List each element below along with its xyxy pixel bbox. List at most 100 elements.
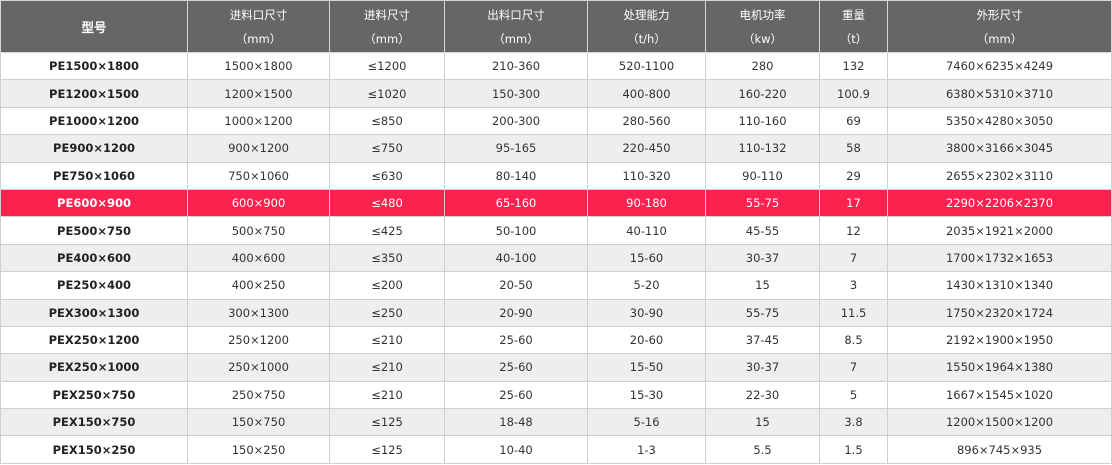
cell-feed-opening: 150×250	[187, 435, 330, 464]
cell-feed-size: ≤630	[329, 161, 445, 190]
cell-weight: 3	[819, 271, 888, 300]
cell-capacity: 1-3	[587, 435, 706, 464]
cell-capacity: 5-16	[587, 408, 706, 437]
cell-capacity: 40-110	[587, 216, 706, 245]
cell-capacity: 400-800	[587, 79, 706, 108]
cell-feed-opening: 600×900	[187, 188, 330, 218]
cell-capacity: 220-450	[587, 134, 706, 163]
cell-motor-power: 22-30	[705, 380, 820, 410]
cell-feed-size: ≤1020	[329, 79, 445, 108]
cell-dimensions: 1750×2320×1724	[887, 298, 1112, 327]
header-title: 外形尺寸	[976, 7, 1023, 22]
cell-dimensions: 7460×6235×4249	[887, 51, 1112, 81]
cell-dimensions: 2035×1921×2000	[887, 216, 1112, 245]
cell-discharge-opening: 25-60	[444, 353, 588, 382]
cell-weight: 8.5	[819, 325, 888, 355]
cell-feed-size: ≤125	[329, 408, 445, 437]
cell-discharge-opening: 65-160	[444, 188, 588, 218]
cell-model: PE1200×1500	[0, 79, 188, 108]
cell-motor-power: 15	[705, 271, 820, 300]
cell-feed-size: ≤210	[329, 325, 445, 355]
cell-feed-opening: 300×1300	[187, 298, 330, 327]
table-row: PE900×1200 900×1200 ≤750 95-165 220-450 110-1…	[0, 134, 1112, 163]
cell-capacity: 520-1100	[587, 51, 706, 81]
cell-capacity: 30-90	[587, 298, 706, 327]
cell-weight: 29	[819, 161, 888, 190]
cell-motor-power: 110-132	[705, 134, 820, 163]
cell-feed-opening: 250×1000	[187, 353, 330, 382]
header-unit: （t/h）	[627, 31, 666, 46]
cell-weight: 17	[819, 188, 888, 218]
cell-dimensions: 1200×1500×1200	[887, 408, 1112, 437]
cell-weight: 7	[819, 243, 888, 273]
header-title: 型号	[81, 20, 107, 35]
cell-dimensions: 1550×1964×1380	[887, 353, 1112, 382]
cell-model: PE500×750	[0, 216, 188, 245]
cell-capacity: 20-60	[587, 325, 706, 355]
cell-model: PEX250×1200	[0, 325, 188, 355]
cell-feed-size: ≤425	[329, 216, 445, 245]
cell-weight: 58	[819, 134, 888, 163]
header-title: 出料口尺寸	[487, 7, 545, 22]
cell-model: PE1000×1200	[0, 106, 188, 136]
cell-dimensions: 1700×1732×1653	[887, 243, 1112, 273]
header-model: 型号	[0, 0, 188, 53]
cell-capacity: 15-50	[587, 353, 706, 382]
cell-model: PE250×400	[0, 271, 188, 300]
table-row: PE1200×1500 1200×1500 ≤1020 150-300 400-800 1…	[0, 79, 1112, 108]
cell-weight: 69	[819, 106, 888, 136]
cell-discharge-opening: 25-60	[444, 325, 588, 355]
cell-capacity: 5-20	[587, 271, 706, 300]
table-row: PE750×1060 750×1060 ≤630 80-140 110-320 90-11…	[0, 161, 1112, 190]
cell-discharge-opening: 20-90	[444, 298, 588, 327]
header-discharge-opening: 出料口尺寸 （mm）	[444, 0, 588, 53]
table-row: PEX250×1000 250×1000 ≤210 25-60 15-50 30-37 7 1…	[0, 353, 1112, 382]
table-row: PE600×900 600×900 ≤480 65-160 90-180 55-75 17 2…	[0, 188, 1112, 218]
cell-feed-size: ≤125	[329, 435, 445, 464]
cell-dimensions: 896×745×935	[887, 435, 1112, 464]
cell-motor-power: 15	[705, 408, 820, 437]
header-title: 电机功率	[739, 7, 786, 22]
header-unit: （mm）	[976, 31, 1023, 46]
cell-feed-size: ≤750	[329, 134, 445, 163]
cell-model: PEX150×250	[0, 435, 188, 464]
cell-feed-opening: 250×750	[187, 380, 330, 410]
cell-model: PE400×600	[0, 243, 188, 273]
cell-discharge-opening: 210-360	[444, 51, 588, 81]
cell-feed-opening: 1000×1200	[187, 106, 330, 136]
cell-weight: 7	[819, 353, 888, 382]
table-row: PEX250×750 250×750 ≤210 25-60 15-30 22-30 5 166…	[0, 380, 1112, 410]
cell-dimensions: 1430×1310×1340	[887, 271, 1112, 300]
header-unit: （mm）	[364, 31, 410, 46]
cell-feed-opening: 750×1060	[187, 161, 330, 190]
cell-weight: 11.5	[819, 298, 888, 327]
cell-capacity: 110-320	[587, 161, 706, 190]
cell-capacity: 90-180	[587, 188, 706, 218]
cell-motor-power: 110-160	[705, 106, 820, 136]
cell-motor-power: 5.5	[705, 435, 820, 464]
cell-discharge-opening: 95-165	[444, 134, 588, 163]
cell-motor-power: 30-37	[705, 243, 820, 273]
header-title: 处理能力	[623, 7, 670, 22]
cell-model: PE600×900	[0, 188, 188, 218]
cell-feed-size: ≤210	[329, 380, 445, 410]
cell-dimensions: 1667×1545×1020	[887, 380, 1112, 410]
cell-motor-power: 55-75	[705, 298, 820, 327]
cell-model: PEX250×750	[0, 380, 188, 410]
cell-discharge-opening: 25-60	[444, 380, 588, 410]
cell-weight: 12	[819, 216, 888, 245]
cell-discharge-opening: 200-300	[444, 106, 588, 136]
cell-model: PE1500×1800	[0, 51, 188, 81]
cell-capacity: 280-560	[587, 106, 706, 136]
cell-dimensions: 5350×4280×3050	[887, 106, 1112, 136]
cell-motor-power: 30-37	[705, 353, 820, 382]
header-feed-size: 进料尺寸 （mm）	[329, 0, 445, 53]
header-capacity: 处理能力 （t/h）	[587, 0, 706, 53]
cell-dimensions: 2655×2302×3110	[887, 161, 1112, 190]
cell-capacity: 15-60	[587, 243, 706, 273]
cell-model: PEX300×1300	[0, 298, 188, 327]
cell-model: PEX250×1000	[0, 353, 188, 382]
cell-dimensions: 2290×2206×2370	[887, 188, 1112, 218]
header-unit: （mm）	[235, 31, 282, 46]
cell-motor-power: 45-55	[705, 216, 820, 245]
